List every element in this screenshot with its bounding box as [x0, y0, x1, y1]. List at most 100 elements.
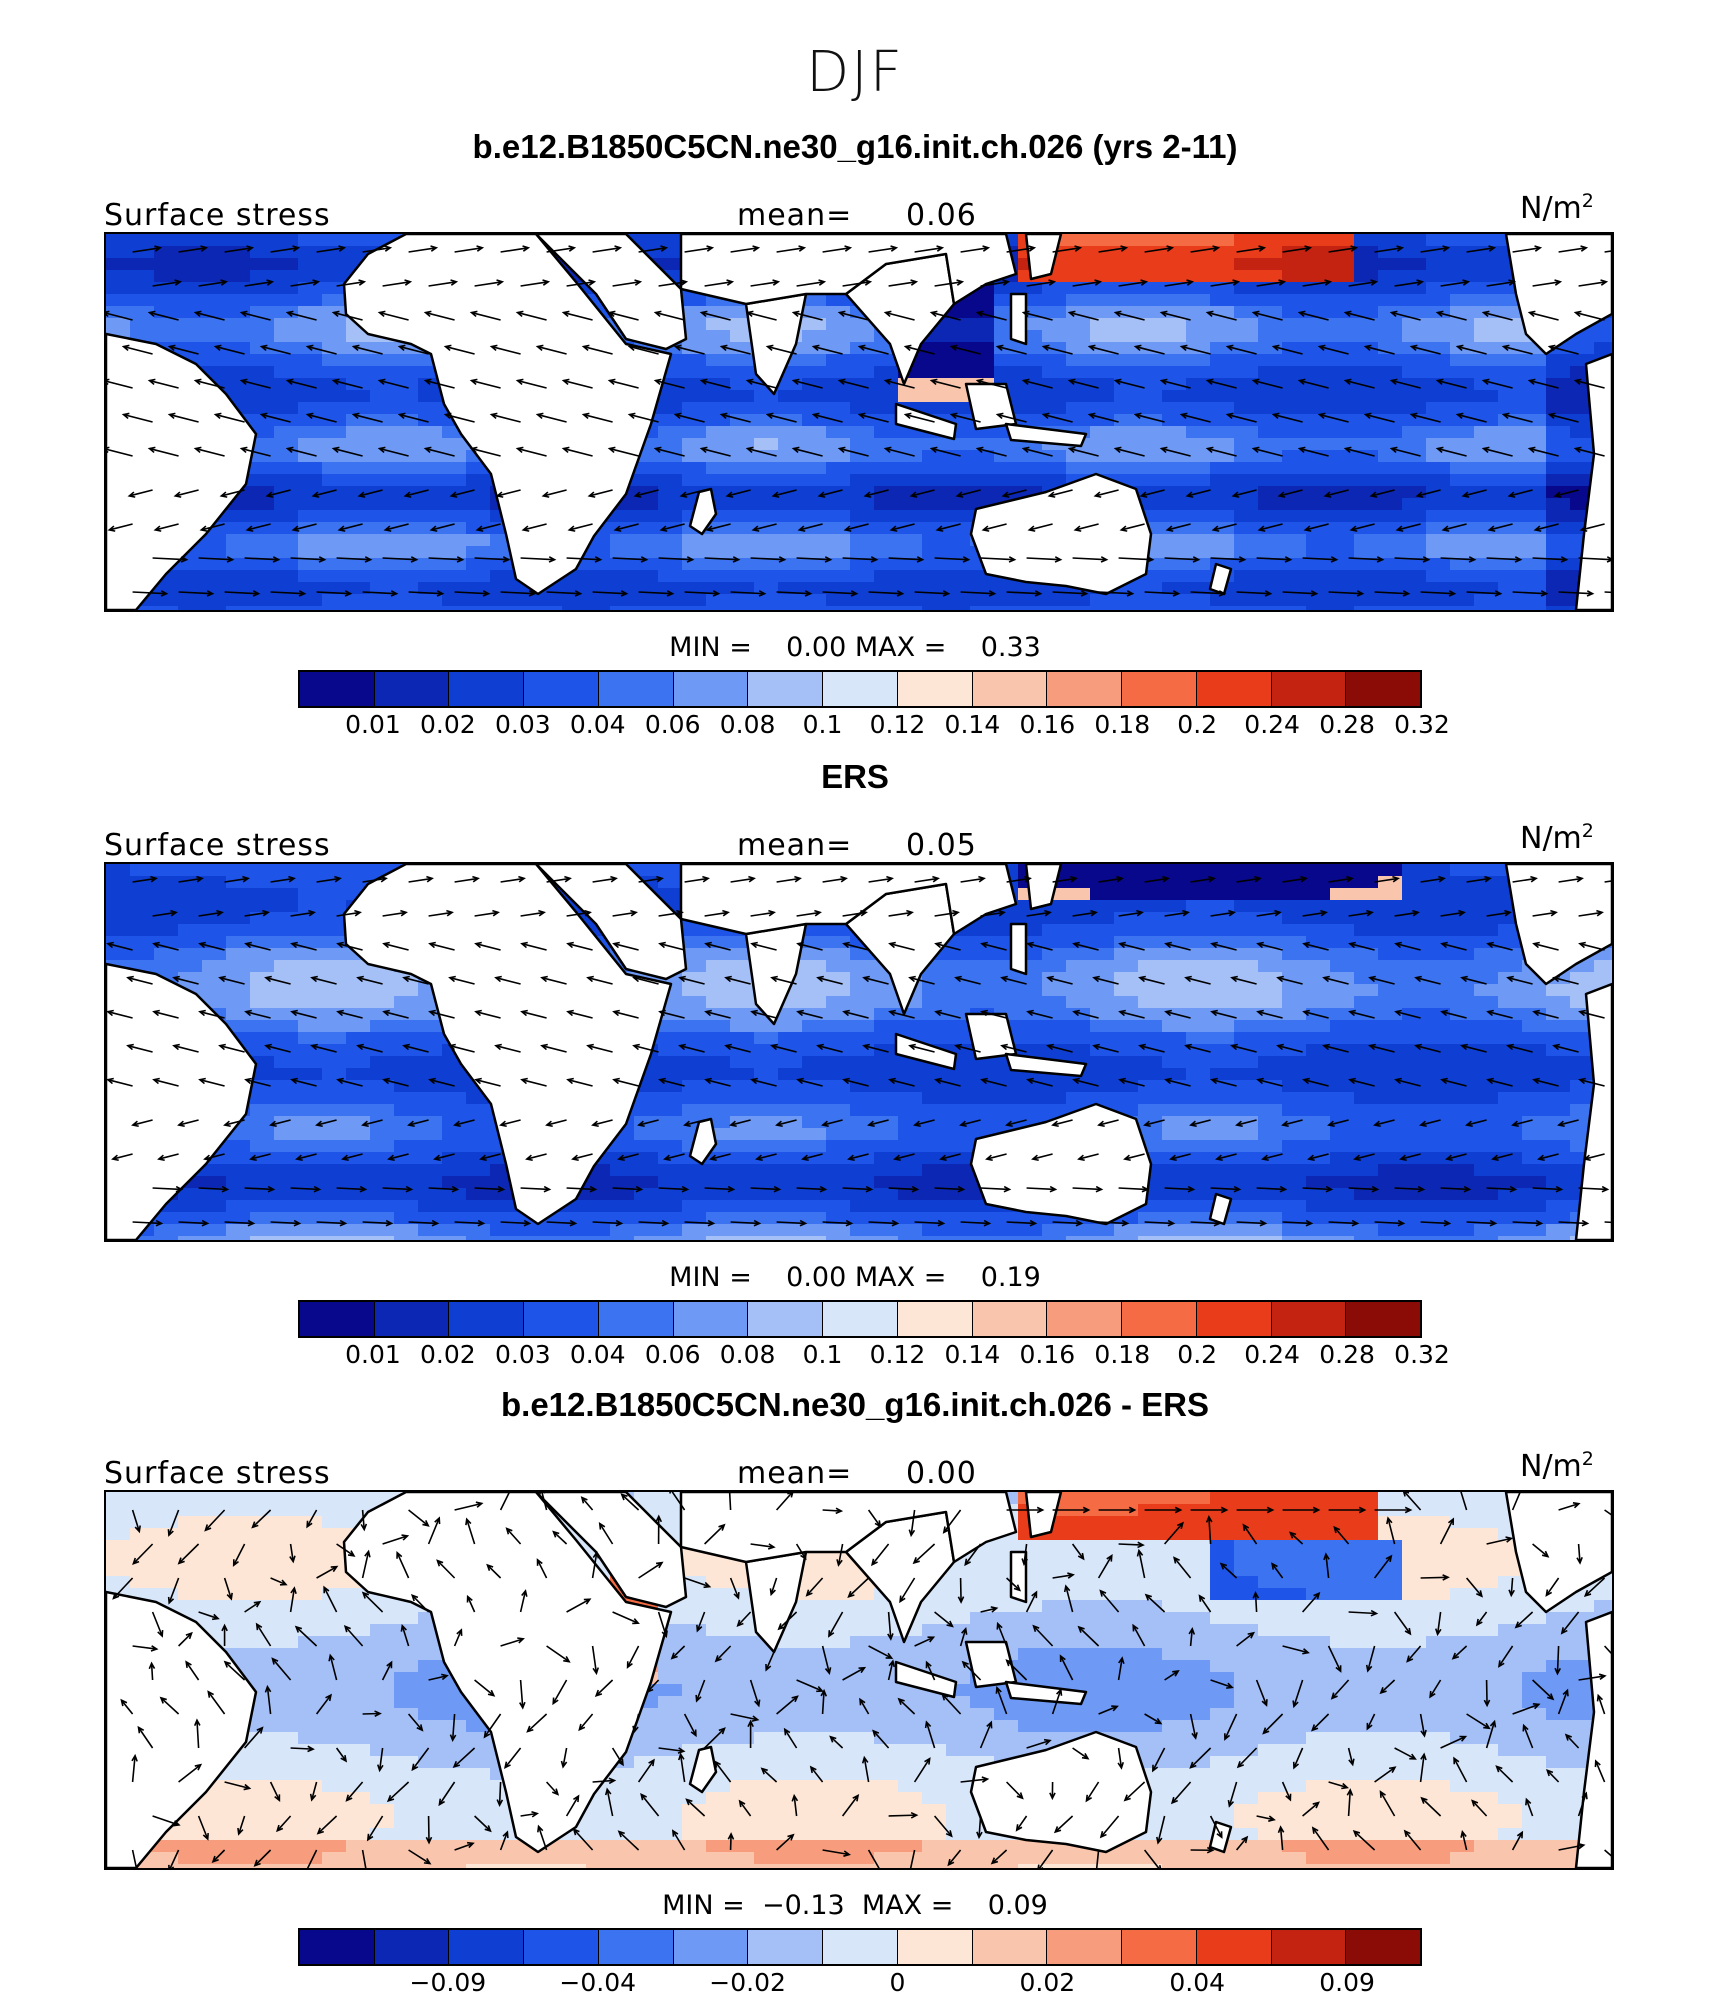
stress-arrow	[638, 1219, 670, 1227]
field-cell	[1402, 1068, 1427, 1081]
field-cell	[538, 1236, 563, 1240]
field-cell	[1426, 582, 1451, 595]
field-cell	[178, 270, 203, 283]
field-cell	[370, 378, 395, 391]
field-cell	[322, 234, 347, 247]
field-cell	[274, 558, 299, 571]
field-cell	[658, 876, 683, 889]
field-cell	[1066, 606, 1091, 610]
stress-arrow	[1026, 909, 1052, 917]
field-cell	[394, 1032, 419, 1045]
stress-arrow	[612, 279, 643, 287]
stress-arrow	[612, 1077, 639, 1087]
field-cell	[1330, 1080, 1355, 1093]
field-cell	[1474, 558, 1499, 571]
field-cell	[274, 1224, 299, 1237]
field-cell	[1282, 1224, 1307, 1237]
stress-arrow	[1225, 412, 1257, 423]
field-cell	[346, 498, 371, 511]
field-cell	[274, 1492, 299, 1505]
field-cell	[1210, 534, 1235, 547]
stress-arrow	[750, 279, 781, 287]
field-cell	[1378, 996, 1403, 1009]
field-cell	[706, 354, 731, 367]
field-cell	[322, 318, 347, 331]
field-cell	[1090, 330, 1115, 343]
field-cell	[1186, 900, 1211, 913]
field-cell	[322, 414, 347, 427]
stress-arrow	[1046, 975, 1073, 985]
field-cell	[1378, 1492, 1403, 1505]
field-cell	[322, 426, 347, 439]
field-cell	[1282, 1176, 1307, 1189]
field-cell	[1138, 1212, 1163, 1225]
field-cell	[682, 948, 707, 961]
field-cell	[1210, 546, 1235, 559]
stress-arrow	[729, 1119, 751, 1128]
field-cell	[346, 1176, 371, 1189]
field-cell	[1498, 318, 1523, 331]
field-cell	[946, 1092, 971, 1105]
field-cell	[874, 996, 899, 1009]
coastline	[1004, 422, 1088, 448]
field-cell	[466, 1200, 491, 1213]
stress-arrow	[1073, 523, 1099, 532]
field-cell	[1546, 606, 1571, 610]
field-cell	[394, 1236, 419, 1240]
field-cell	[754, 1056, 779, 1069]
field-cell	[1402, 522, 1427, 535]
field-cell	[1018, 390, 1043, 403]
field-cell	[634, 1200, 659, 1213]
field-cell	[730, 1008, 755, 1021]
field-cell	[1162, 234, 1187, 247]
stress-arrow	[1282, 590, 1319, 597]
field-cell	[970, 984, 995, 997]
field-cell	[1426, 876, 1451, 889]
field-cell	[970, 294, 995, 307]
field-cell	[1426, 984, 1451, 997]
field-cell	[802, 450, 827, 463]
stress-arrow	[1419, 1119, 1441, 1128]
field-cell	[1234, 1224, 1259, 1237]
field-cell	[922, 498, 947, 511]
field-cell	[322, 486, 347, 499]
field-cell	[346, 546, 371, 559]
field-cell	[1114, 402, 1139, 415]
stress-arrow	[934, 1185, 966, 1193]
stress-arrow	[633, 489, 659, 498]
field-cell	[1306, 900, 1331, 913]
field-cell	[994, 462, 1019, 475]
field-cell	[826, 1020, 851, 1033]
field-cell	[346, 996, 371, 1009]
field-cell	[418, 1116, 443, 1129]
field-cell	[1450, 1056, 1475, 1069]
stress-arrow	[730, 245, 761, 253]
stress-arrow	[408, 1219, 440, 1227]
stress-arrow	[1578, 1009, 1605, 1019]
field-cell	[1090, 924, 1115, 937]
stress-arrow	[1420, 590, 1457, 597]
field-cell	[1354, 546, 1379, 559]
field-cell	[322, 1164, 347, 1177]
stress-arrow	[1363, 344, 1395, 355]
field-cell	[1378, 864, 1403, 877]
field-cell	[1066, 450, 1091, 463]
field-cell	[1546, 984, 1571, 997]
stress-arrow	[1256, 279, 1287, 287]
field-cell	[250, 1492, 275, 1505]
field-cell	[610, 534, 635, 547]
field-cell	[658, 1092, 683, 1105]
stress-arrow	[653, 378, 685, 389]
stress-arrow	[1098, 245, 1129, 253]
field-cell	[1354, 354, 1379, 367]
field-cell	[1474, 1092, 1499, 1105]
stress-arrow	[213, 344, 245, 355]
field-cell	[1066, 924, 1091, 937]
stress-arrow	[1348, 279, 1379, 287]
field-cell	[1114, 1044, 1139, 1057]
stress-arrow	[1184, 975, 1211, 985]
stress-arrow	[1558, 245, 1589, 253]
field-cell	[1282, 1032, 1307, 1045]
field-cell	[1378, 330, 1403, 343]
field-cell	[1426, 438, 1451, 451]
